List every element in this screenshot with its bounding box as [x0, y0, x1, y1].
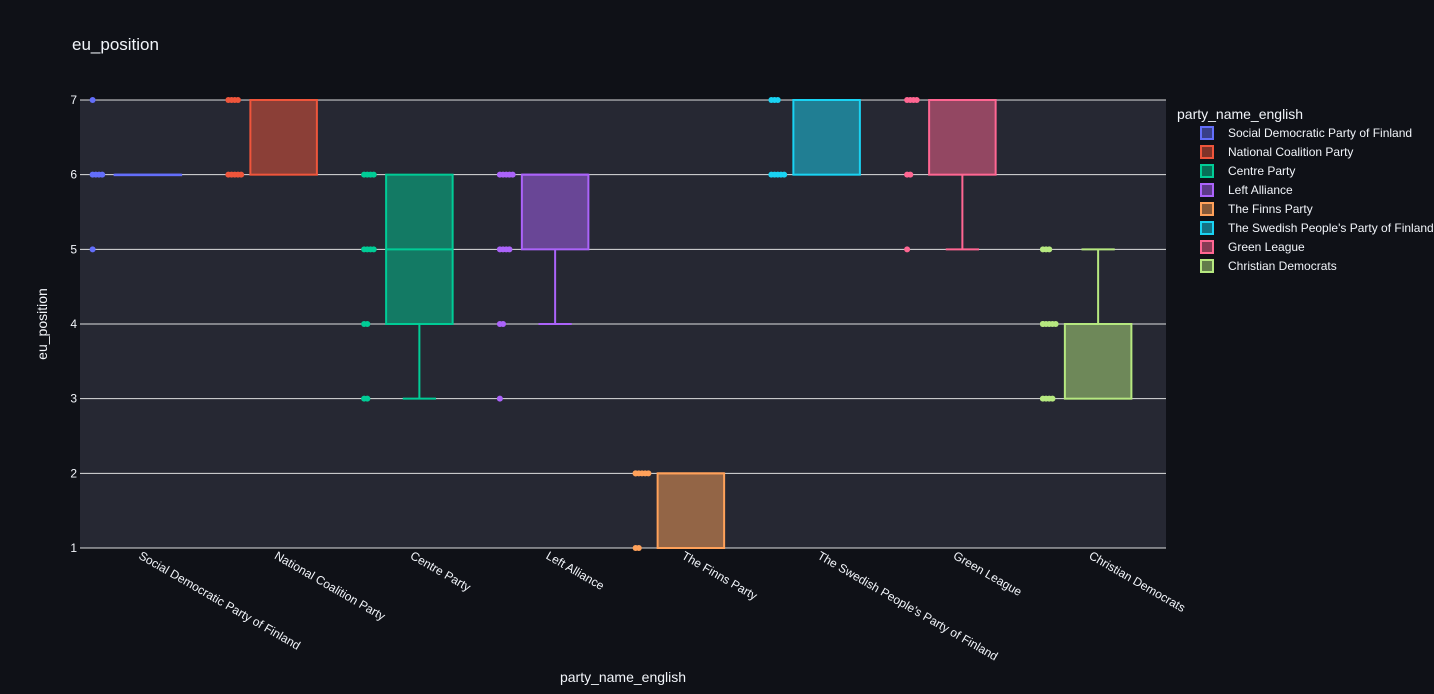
legend-swatch — [1200, 259, 1214, 273]
box-body[interactable] — [249, 99, 318, 176]
data-point — [234, 97, 241, 103]
y-tick-label: 6 — [70, 168, 77, 182]
boxes-layer — [89, 97, 1133, 551]
box-trace[interactable] — [1039, 246, 1133, 402]
legend-title: party_name_english — [1177, 106, 1303, 122]
data-point — [89, 97, 96, 103]
box-body[interactable] — [520, 173, 590, 251]
legend-item[interactable]: Green League — [1200, 240, 1305, 254]
data-point — [904, 246, 911, 253]
y-tick-label: 5 — [70, 242, 77, 256]
data-point — [645, 470, 652, 477]
legend-swatch — [1200, 202, 1214, 216]
legend-label: Green League — [1228, 240, 1305, 254]
legend-item[interactable]: The Swedish People's Party of Finland — [1200, 221, 1434, 235]
data-point — [370, 246, 377, 253]
box-trace[interactable] — [361, 171, 454, 402]
data-point — [238, 171, 245, 178]
data-point — [774, 97, 781, 103]
box-trace[interactable] — [904, 97, 997, 253]
data-point — [506, 246, 513, 253]
data-point — [1039, 321, 1046, 327]
data-point — [1046, 246, 1053, 253]
data-point — [1052, 321, 1059, 327]
data-point — [913, 97, 920, 103]
data-point — [635, 545, 642, 551]
legend-swatch — [1200, 183, 1214, 197]
legend-items[interactable]: Social Democratic Party of Finland Nation… — [1200, 126, 1434, 273]
legend-item[interactable]: The Finns Party — [1200, 202, 1313, 216]
data-point — [370, 171, 377, 178]
x-axis-title: party_name_english — [560, 669, 686, 685]
data-point — [99, 171, 106, 178]
data-point — [781, 171, 788, 178]
data-point — [907, 171, 914, 178]
y-tick-label: 3 — [70, 392, 77, 406]
y-ticks-layer: 1 2 3 4 5 6 7 — [70, 93, 77, 555]
y-tick-label: 4 — [70, 317, 77, 331]
legend-swatch — [1200, 126, 1214, 140]
y-tick-label: 2 — [70, 466, 77, 480]
legend-swatch — [1200, 145, 1214, 159]
y-axis-title: eu_position — [34, 288, 50, 360]
legend-item[interactable]: Centre Party — [1200, 164, 1295, 178]
box-body[interactable] — [656, 472, 726, 550]
box-body[interactable] — [928, 99, 997, 176]
legend-item[interactable]: Christian Democrats — [1200, 259, 1337, 273]
legend-label: National Coalition Party — [1228, 145, 1353, 159]
legend-item[interactable]: Left Alliance — [1200, 183, 1293, 197]
legend-label: Social Democratic Party of Finland — [1228, 126, 1412, 140]
box-body[interactable] — [1063, 323, 1133, 400]
box-trace[interactable] — [768, 97, 861, 178]
data-point — [496, 395, 503, 402]
legend-swatch — [1200, 221, 1214, 235]
y-tick-label: 7 — [70, 93, 77, 107]
legend-label: Left Alliance — [1228, 183, 1293, 197]
data-point — [509, 171, 516, 178]
box-trace[interactable] — [89, 97, 183, 253]
box-trace[interactable] — [225, 97, 318, 178]
legend-item[interactable]: Social Democratic Party of Finland — [1200, 126, 1412, 140]
box-trace[interactable] — [496, 171, 590, 402]
data-point — [632, 470, 639, 477]
legend-label: The Swedish People's Party of Finland — [1228, 221, 1434, 235]
data-point — [1049, 395, 1056, 402]
data-point — [500, 321, 507, 327]
chart-title: eu_position — [72, 35, 159, 54]
box-trace[interactable] — [632, 470, 726, 551]
box-body[interactable] — [792, 99, 861, 176]
data-point — [364, 321, 371, 327]
legend-swatch — [1200, 164, 1214, 178]
y-tick-label: 1 — [70, 541, 77, 555]
data-point — [364, 395, 371, 402]
legend-label: Centre Party — [1228, 164, 1295, 178]
legend-item[interactable]: National Coalition Party — [1200, 145, 1353, 159]
legend-label: Christian Democrats — [1228, 259, 1337, 273]
legend[interactable]: party_name_english Social Democratic Par… — [1177, 106, 1434, 273]
legend-label: The Finns Party — [1228, 202, 1313, 216]
legend-swatch — [1200, 240, 1214, 254]
data-point — [89, 246, 96, 253]
